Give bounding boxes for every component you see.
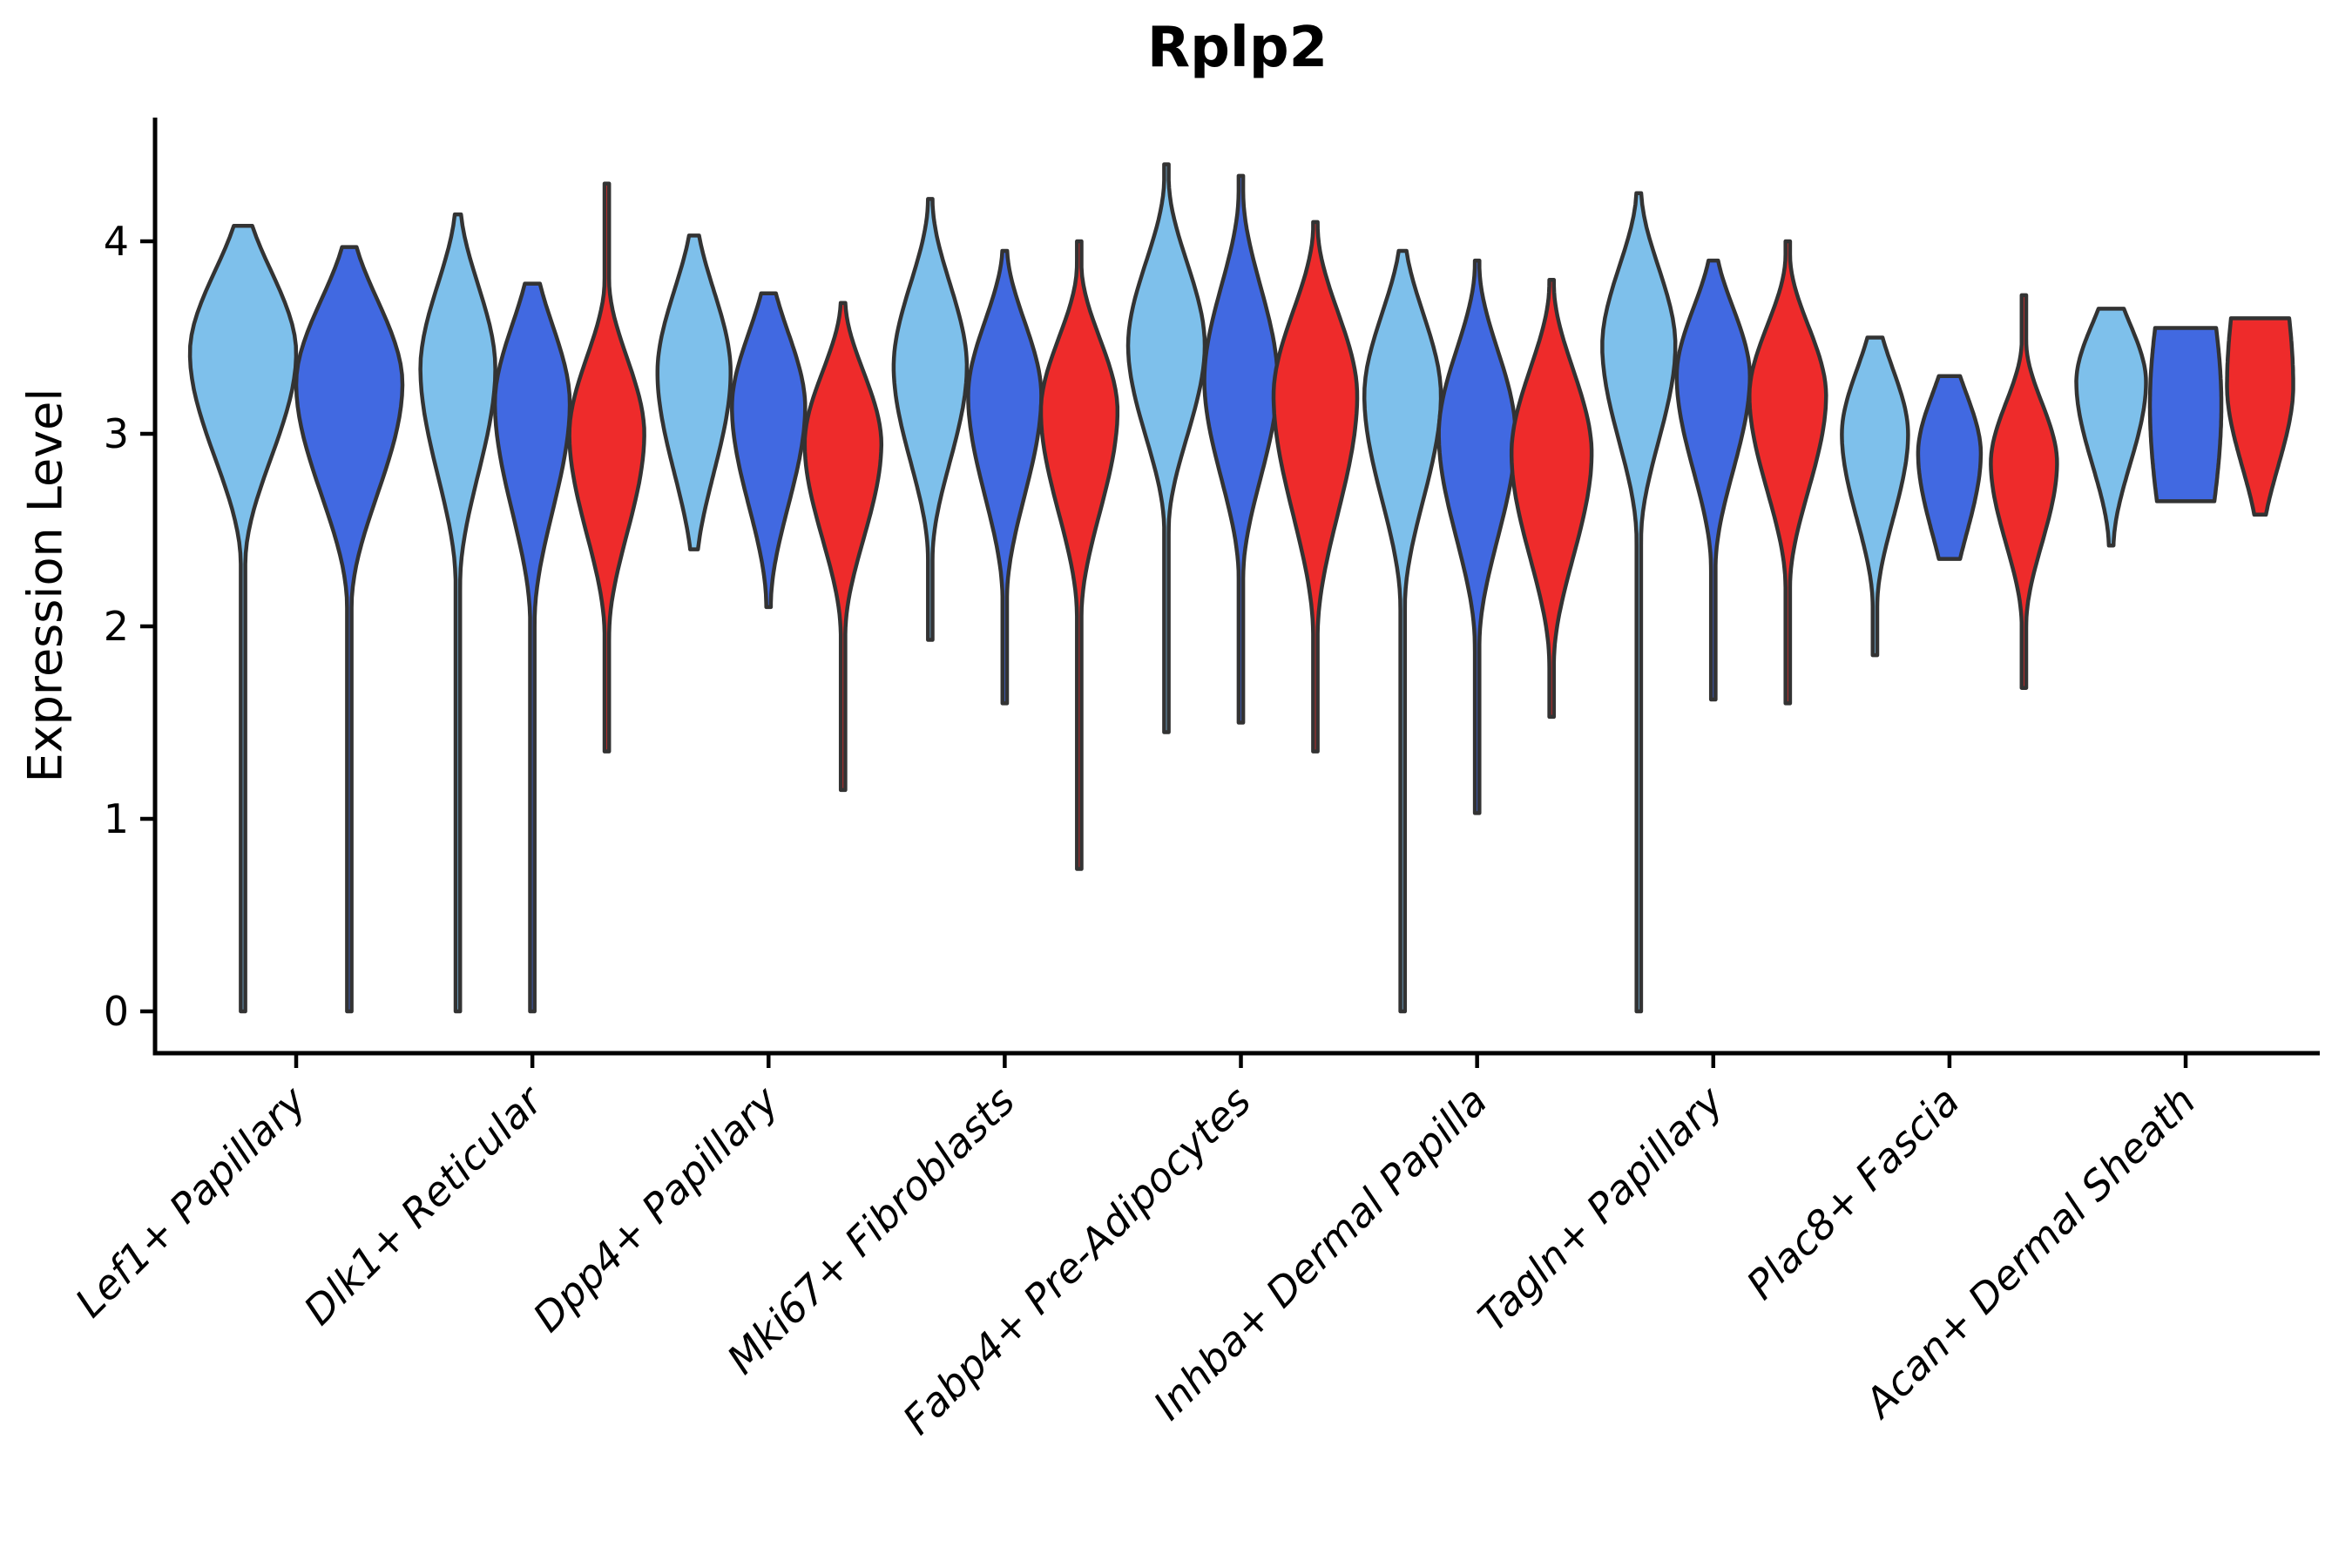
- y-tick-label: 0: [104, 988, 129, 1035]
- violin-tagln-papillary-royal_blue: [1674, 258, 1753, 702]
- violin-plac8-fascia-red: [1989, 293, 2059, 690]
- violin-fabp4-pre-adipocytes-red: [1271, 220, 1360, 754]
- violin-tagln-papillary-red: [1747, 239, 1828, 706]
- y-tick-label: 4: [104, 218, 129, 265]
- x-tick-label-lef1-papillary: Lef1+ Papillary: [66, 1077, 315, 1326]
- violin-dlk1-reticular-royal_blue: [492, 281, 572, 1014]
- y-tick-label: 3: [104, 410, 129, 457]
- violin-inhba-dermal-papilla-light_blue: [1362, 248, 1443, 1014]
- violin-inhba-dermal-papilla-red: [1509, 277, 1594, 720]
- violin-lef1-papillary-light_blue: [187, 224, 299, 1014]
- violin-mki67-fibroblasts-light_blue: [891, 197, 970, 642]
- violin-inhba-dermal-papilla-royal_blue: [1436, 258, 1517, 815]
- x-tick-label-plac8-fascia: Plac8+ Fascia: [1737, 1078, 1968, 1308]
- violin-mki67-fibroblasts-red: [1038, 239, 1120, 871]
- violin-dlk1-reticular-light_blue: [418, 212, 497, 1014]
- violin-dpp4-papillary-red: [802, 301, 884, 793]
- x-tick-label-dpp4-papillary: Dpp4+ Papillary: [524, 1077, 787, 1341]
- violin-mki67-fibroblasts-royal_blue: [966, 248, 1044, 706]
- x-tick-label-tagln-papillary: Tagln+ Papillary: [1469, 1077, 1733, 1341]
- violin-dpp4-papillary-light_blue: [655, 233, 733, 551]
- violin-dlk1-reticular-red: [567, 181, 646, 754]
- violin-acan-dermal-sheath-red: [2225, 316, 2295, 517]
- y-tick-label: 2: [104, 603, 129, 650]
- violin-plac8-fascia-royal_blue: [1916, 374, 1984, 561]
- violin-acan-dermal-sheath-light_blue: [2074, 307, 2148, 548]
- plot-title: Rplp2: [1146, 16, 1328, 80]
- violin-fabp4-pre-adipocytes-light_blue: [1125, 162, 1207, 734]
- violin-lef1-papillary-royal_blue: [294, 245, 405, 1014]
- x-tick-label-dlk1-reticular: Dlk1+ Reticular: [294, 1075, 553, 1334]
- violin-plac8-fascia-light_blue: [1840, 335, 1910, 658]
- y-tick-label: 1: [104, 795, 129, 842]
- violin-tagln-papillary-light_blue: [1600, 191, 1678, 1014]
- violin-fabp4-pre-adipocytes-royal_blue: [1202, 173, 1280, 725]
- violin-acan-dermal-sheath-royal_blue: [2147, 326, 2224, 504]
- violin-dpp4-papillary-royal_blue: [730, 291, 808, 610]
